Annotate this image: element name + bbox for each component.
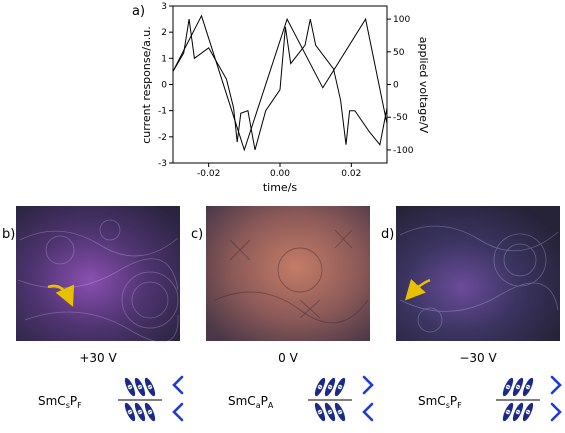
phase-label-c: SmCaPA — [228, 394, 274, 410]
phase-label-b: SmCsPF — [38, 394, 82, 410]
y-right-tick-label: 100 — [393, 15, 410, 25]
molecule-icon — [512, 402, 524, 422]
molecule-icon — [502, 377, 514, 397]
voltage-series-line — [172, 14, 388, 152]
chevron-icon — [550, 402, 562, 422]
molecule-icon — [334, 402, 346, 422]
y-left-tick-label: -1 — [158, 107, 167, 117]
y-right-tick-label: 0 — [393, 81, 399, 91]
voltage-label-d: −30 V — [459, 351, 497, 365]
panel-label-c: c) — [191, 227, 203, 242]
molecule-icon — [134, 377, 146, 397]
chevron-icon — [362, 375, 374, 395]
molecule-icon — [324, 377, 336, 397]
micrograph-d: d) — [381, 206, 560, 341]
x-tick-label: -0.02 — [197, 169, 220, 179]
molecule-icon — [144, 402, 156, 422]
y-left-tick-label: 2 — [161, 28, 167, 38]
molecule-icon — [502, 402, 514, 422]
x-axis-label: time/s — [263, 181, 298, 194]
molecule-schematic-b — [118, 375, 184, 422]
current-voltage-chart: a) -0.02 0.00 0.02 -3 -2 -1 0 1 2 3 -100 -50 0 50 10… — [132, 2, 430, 194]
chevron-icon — [362, 402, 374, 422]
x-tick-label: 0.00 — [270, 169, 290, 179]
molecule-icon — [124, 377, 136, 397]
y-left-axis-label: current response/a.u. — [140, 26, 153, 144]
texture-image-d — [396, 206, 560, 341]
voltage-label-c: 0 V — [278, 351, 298, 365]
panel-label-b: b) — [2, 227, 15, 242]
voltage-label-b: +30 V — [79, 351, 117, 365]
molecule-icon — [134, 402, 146, 422]
molecule-icon — [522, 402, 534, 422]
molecule-icon — [324, 402, 336, 422]
molecule-icon — [124, 402, 136, 422]
panel-label-d: d) — [381, 227, 394, 242]
y-left-tick-label: 3 — [161, 2, 167, 12]
y-left-tick-label: 0 — [161, 81, 167, 91]
molecule-icon — [314, 377, 326, 397]
molecule-icon — [334, 377, 346, 397]
y-right-tick-label: -100 — [393, 146, 414, 156]
y-right-tick-label: -50 — [393, 113, 408, 123]
yellow-arrow-icon — [47, 284, 75, 307]
texture-image-c — [206, 206, 370, 341]
molecule-icon — [314, 402, 326, 422]
phase-label-d: SmCsPF — [418, 394, 462, 410]
micrograph-c: c) — [191, 206, 370, 341]
texture-image-b — [16, 206, 180, 341]
molecule-icon — [144, 377, 156, 397]
chevron-icon — [550, 375, 562, 395]
chevron-icon — [172, 402, 184, 422]
x-tick-label: 0.02 — [341, 169, 361, 179]
y-right-tick-label: 50 — [393, 48, 405, 58]
current-series-line — [172, 18, 388, 151]
molecule-icon — [512, 377, 524, 397]
y-right-axis-label: applied voltage/V — [417, 37, 430, 134]
molecule-icon — [522, 377, 534, 397]
y-left-tick-label: -3 — [158, 159, 167, 169]
yellow-arrow-icon — [404, 278, 431, 301]
y-left-tick-label: -2 — [158, 133, 167, 143]
molecule-schematic-c — [308, 375, 374, 422]
x-axis-ticks: -0.02 0.00 0.02 — [197, 163, 361, 179]
y-left-tick-label: 1 — [161, 54, 167, 64]
micrograph-b: b) — [2, 206, 180, 343]
molecule-schematic-d — [496, 375, 562, 422]
y-left-axis-ticks: -3 -2 -1 0 1 2 3 — [158, 2, 173, 169]
chevron-icon — [172, 375, 184, 395]
y-right-axis-ticks: -100 -50 0 50 100 — [387, 15, 414, 156]
panel-label-a: a) — [132, 4, 145, 19]
